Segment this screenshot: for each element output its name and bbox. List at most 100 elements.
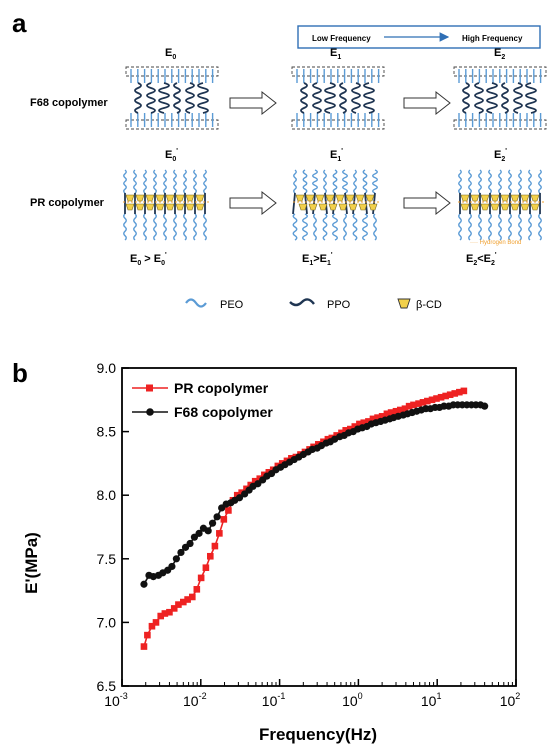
x-tick-label: 10-1 <box>262 691 286 709</box>
cyclodextrin-ring <box>500 203 510 211</box>
data-point-square <box>207 552 214 560</box>
peo-strand <box>193 213 197 241</box>
data-point-square <box>433 395 440 402</box>
legend-label-1: F68 copolymer <box>174 404 273 420</box>
data-point-square <box>401 405 409 413</box>
peo-strand <box>203 169 207 194</box>
chart-legend: PR copolymer F68 copolymer <box>132 380 273 420</box>
legend-label-0: PR copolymer <box>174 380 269 396</box>
cyclodextrin-ring <box>175 194 185 202</box>
data-point-square <box>188 593 196 601</box>
peo-strand <box>313 213 317 241</box>
peo-strand <box>292 213 298 241</box>
data-point-square <box>152 619 160 626</box>
peo-strand <box>528 213 532 241</box>
ppo-strand <box>312 192 316 215</box>
frequency-direction-box: Low Frequency High Frequency <box>297 25 541 49</box>
peo-strand <box>468 169 472 194</box>
arrow-pr-2 <box>403 190 451 216</box>
data-point-square <box>140 643 148 650</box>
f68-diagram-0 <box>125 66 219 130</box>
peo-strand <box>193 169 197 194</box>
ppo-strand <box>324 82 336 114</box>
data-point-circle <box>213 513 221 521</box>
legend-marker-square <box>146 384 153 392</box>
data-point-square <box>360 419 368 426</box>
cyclodextrin-ring <box>185 194 195 202</box>
cyclodextrin-ring <box>135 203 145 211</box>
peo-strand <box>302 213 308 241</box>
y-tick-label: 7.5 <box>97 551 117 567</box>
data-point-square <box>144 631 151 639</box>
cyclodextrin-ring <box>365 194 375 202</box>
data-point-square <box>197 574 205 582</box>
peo-strand <box>143 213 147 241</box>
cyclodextrin-ring <box>520 203 530 211</box>
chart-series-markers <box>140 387 489 650</box>
peo-strand <box>153 213 157 241</box>
cyclodextrin-ring <box>318 203 328 211</box>
data-point-square <box>374 414 381 421</box>
ppo-strand <box>486 82 498 114</box>
ppo-strand <box>513 82 523 114</box>
cyclodextrin-ring <box>165 203 175 211</box>
peo-strand <box>468 213 472 241</box>
peo-strand <box>123 213 127 241</box>
data-point-square <box>184 596 191 603</box>
cyclodextrin-ring <box>325 194 335 202</box>
ppo-strand <box>292 192 296 215</box>
peo-strand <box>183 169 187 194</box>
ppo-legend-icon <box>289 298 315 307</box>
cyclodextrin-ring <box>155 194 165 202</box>
chart-series-lines <box>143 390 485 647</box>
ppo-strand <box>324 192 328 215</box>
peo-strand <box>352 213 358 241</box>
data-point-square <box>369 415 377 423</box>
peo-strand <box>183 213 187 241</box>
peo-strand <box>133 169 137 194</box>
peo-strand <box>312 169 318 194</box>
data-point-square <box>347 425 354 433</box>
data-point-square <box>338 429 345 437</box>
cyclodextrin-ring <box>490 194 500 202</box>
cyclodextrin-ring <box>165 194 175 202</box>
y-tick-label: 9.0 <box>97 360 117 376</box>
y-tick-label: 7.0 <box>97 614 117 630</box>
arrow-pr-1 <box>229 190 277 216</box>
data-point-square <box>387 409 395 416</box>
data-point-square <box>437 393 445 401</box>
data-point-square <box>442 392 449 400</box>
peo-strand <box>362 213 368 241</box>
data-point-square <box>428 396 436 404</box>
peo-strand <box>163 213 167 241</box>
peo-strand <box>343 213 347 241</box>
f68-structure-diagrams <box>125 66 547 130</box>
ppo-strand <box>134 82 142 114</box>
transition-arrows <box>229 90 451 216</box>
legend-marker-circle <box>146 408 154 416</box>
modulus-frequency-chart: 10-3 10-2 10-1 100 101 1026.57.07.58.08.59.0 … <box>22 360 520 744</box>
cyclodextrin-ring <box>490 203 500 211</box>
arrow-f68-2 <box>403 90 451 116</box>
peo-strand <box>373 213 377 241</box>
cyclodextrin-ring <box>145 194 155 202</box>
x-tick-label: 101 <box>421 691 442 709</box>
cyclodextrin-ring <box>308 203 318 211</box>
cyclodextrin-ring <box>348 203 358 211</box>
cyclodextrin-ring <box>358 203 368 211</box>
data-point-circle <box>254 480 262 488</box>
peo-strand <box>518 169 522 194</box>
ppo-strand <box>197 82 209 114</box>
peo-strand <box>498 169 502 194</box>
peo-strand <box>458 213 462 241</box>
data-point-square <box>148 622 156 630</box>
plot-frame <box>121 367 517 687</box>
chart-axes <box>121 367 517 687</box>
pr-structure-diagrams <box>123 169 544 241</box>
ppo-strand <box>312 82 322 114</box>
ppo-strand <box>146 82 156 114</box>
ppo-strand <box>339 82 347 114</box>
cyclodextrin-ring <box>510 194 520 202</box>
peo-strand <box>293 169 297 194</box>
